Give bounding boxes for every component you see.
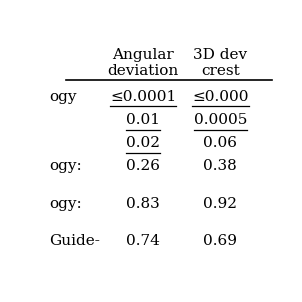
Text: 0.02: 0.02 [126,136,160,150]
Text: 0.0005: 0.0005 [194,113,247,127]
Text: 3D dev
crest: 3D dev crest [193,48,247,78]
Text: 0.83: 0.83 [126,197,160,211]
Text: Angular
deviation: Angular deviation [108,48,179,78]
Text: 0.92: 0.92 [203,197,237,211]
Text: 0.01: 0.01 [126,113,160,127]
Text: 0.26: 0.26 [126,159,160,173]
Text: 0.38: 0.38 [204,159,237,173]
Text: ogy:: ogy: [50,159,82,173]
Text: ≤0.0001: ≤0.0001 [110,90,176,104]
Text: 0.74: 0.74 [126,234,160,248]
Text: ogy: ogy [50,90,77,104]
Text: ogy:: ogy: [50,197,82,211]
Text: 0.69: 0.69 [203,234,237,248]
Text: Guide-: Guide- [50,234,100,248]
Text: 0.06: 0.06 [203,136,237,150]
Text: ≤0.000: ≤0.000 [192,90,249,104]
